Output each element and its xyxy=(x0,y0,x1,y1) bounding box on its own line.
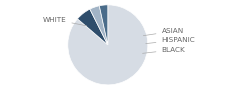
Wedge shape xyxy=(68,5,148,85)
Wedge shape xyxy=(78,9,108,45)
Wedge shape xyxy=(99,5,108,45)
Text: BLACK: BLACK xyxy=(143,47,185,53)
Text: HISPANIC: HISPANIC xyxy=(146,37,195,44)
Text: ASIAN: ASIAN xyxy=(143,28,184,36)
Text: WHITE: WHITE xyxy=(42,16,87,26)
Wedge shape xyxy=(90,6,108,45)
